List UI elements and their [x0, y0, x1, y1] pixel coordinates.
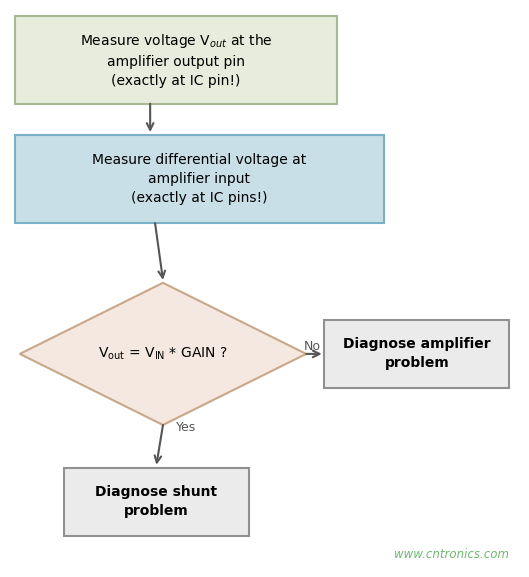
Bar	[324, 320, 509, 388]
Polygon shape	[20, 283, 306, 425]
Text: No: No	[304, 340, 321, 353]
Text: Diagnose amplifier
problem: Diagnose amplifier problem	[343, 338, 490, 370]
Bar	[64, 467, 249, 536]
Text: Measure differential voltage at
amplifier input
(exactly at IC pins!): Measure differential voltage at amplifie…	[92, 153, 306, 205]
Bar	[15, 16, 338, 104]
Text: www.cntronics.com: www.cntronics.com	[394, 549, 509, 561]
Text: Measure voltage V$_{out}$ at the
amplifier output pin
(exactly at IC pin!): Measure voltage V$_{out}$ at the amplifi…	[80, 32, 272, 88]
Text: Yes: Yes	[176, 421, 196, 433]
Bar	[15, 135, 384, 223]
Text: V$_\mathregular{out}$ = V$_\mathregular{IN}$ * GAIN ?: V$_\mathregular{out}$ = V$_\mathregular{…	[98, 346, 228, 362]
Text: Diagnose shunt
problem: Diagnose shunt problem	[95, 485, 217, 518]
